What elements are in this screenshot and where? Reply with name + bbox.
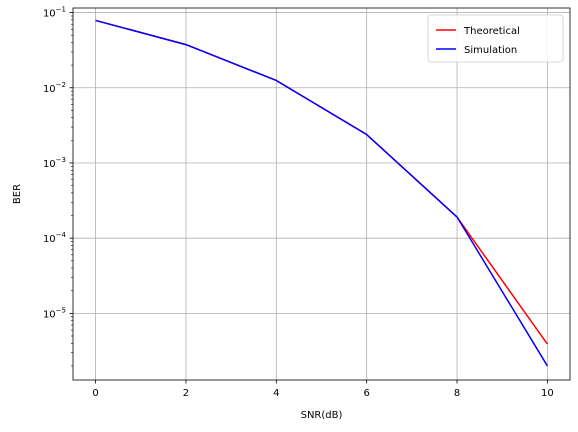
y-tick-label: 10−2 <box>43 81 66 95</box>
y-tick-label: 10−3 <box>43 156 66 170</box>
axis-ticks: 0 2 4 6 8 10 10−1 10−2 10−3 10−4 10−5 <box>43 6 554 399</box>
y-axis-label: BER <box>12 184 23 204</box>
legend-box <box>427 14 564 63</box>
series-line-simulation <box>95 19 549 367</box>
x-tick-label: 10 <box>541 388 554 399</box>
legend-label: Simulation <box>464 45 517 56</box>
y-tick-label: 10−5 <box>43 306 66 320</box>
x-axis-label: SNR(dB) <box>301 410 343 421</box>
y-tick-label: 10−1 <box>43 6 66 20</box>
grid-lines <box>73 8 570 380</box>
legend-label: Theoretical <box>463 26 520 37</box>
series-line-theoretical <box>95 19 549 345</box>
x-tick-label: 8 <box>454 388 460 399</box>
series-lines <box>95 19 549 367</box>
x-tick-label: 4 <box>273 388 279 399</box>
legend: Theoretical Simulation <box>427 14 564 63</box>
y-tick-label: 10−4 <box>43 231 67 245</box>
plot-frame <box>72 7 571 381</box>
x-tick-label: 0 <box>92 388 98 399</box>
x-tick-label: 6 <box>363 388 369 399</box>
x-tick-label: 2 <box>183 388 189 399</box>
